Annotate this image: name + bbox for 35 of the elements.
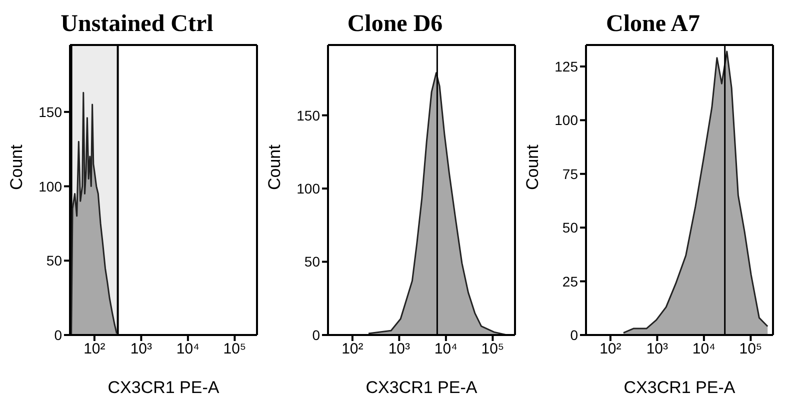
y-tick-label: 75 bbox=[562, 166, 578, 182]
x-tick-label: 10⁴ bbox=[176, 340, 200, 358]
x-tick-label: 10² bbox=[342, 340, 364, 358]
y-axis-title: Count bbox=[523, 144, 542, 190]
x-tick-label: 10⁴ bbox=[434, 340, 458, 358]
x-tick-label: 10³ bbox=[646, 340, 668, 358]
y-tick-label: 25 bbox=[562, 273, 578, 290]
x-tick-label: 10⁵ bbox=[481, 340, 504, 358]
x-tick-label: 10⁴ bbox=[692, 340, 716, 358]
y-tick-label: 100 bbox=[554, 112, 578, 128]
y-tick-label: 50 bbox=[304, 254, 320, 270]
x-tick-label: 10³ bbox=[130, 340, 152, 358]
x-tick-label: 10² bbox=[600, 340, 622, 358]
y-tick-label: 150 bbox=[38, 104, 62, 120]
chart-title: Clone D6 bbox=[347, 10, 443, 39]
y-tick-label: 0 bbox=[54, 326, 62, 343]
y-axis-title: Count bbox=[7, 144, 26, 190]
y-tick-label: 0 bbox=[312, 326, 320, 343]
x-tick-label: 10⁵ bbox=[739, 340, 762, 358]
x-tick-label: 10³ bbox=[388, 340, 410, 358]
y-tick-label: 100 bbox=[38, 178, 62, 194]
chart-title: Unstained Ctrl bbox=[60, 10, 214, 39]
y-tick-label: 50 bbox=[562, 220, 578, 236]
y-tick-label: 150 bbox=[296, 107, 320, 124]
x-axis-title: CX3CR1 PE-A bbox=[366, 378, 478, 397]
chart-title: Clone A7 bbox=[606, 10, 700, 39]
y-tick-label: 100 bbox=[296, 180, 320, 197]
y-tick-label: 125 bbox=[554, 58, 578, 74]
y-tick-label: 0 bbox=[570, 326, 578, 343]
x-axis-title: CX3CR1 PE-A bbox=[108, 378, 220, 397]
x-tick-label: 10⁵ bbox=[223, 340, 246, 358]
y-axis-title: Count bbox=[265, 144, 284, 190]
x-axis-title: CX3CR1 PE-A bbox=[624, 378, 736, 397]
y-tick-label: 50 bbox=[46, 252, 62, 269]
x-tick-label: 10² bbox=[84, 340, 106, 358]
